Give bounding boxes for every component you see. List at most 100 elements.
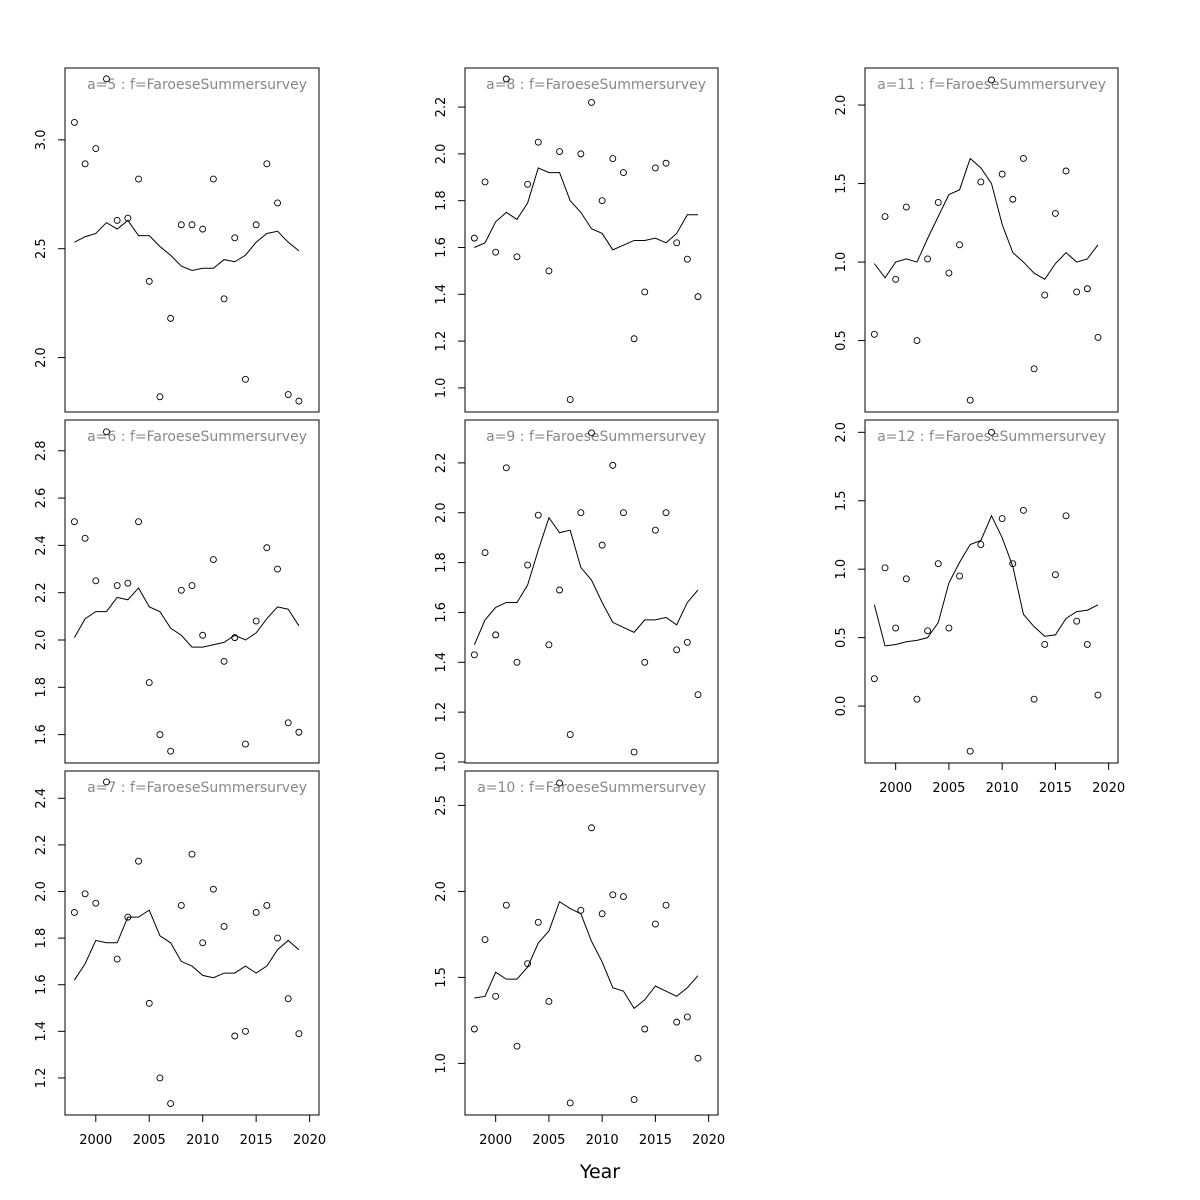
data-point: [502, 75, 510, 83]
data-point: [934, 198, 942, 206]
data-point: [566, 1099, 574, 1107]
data-point: [892, 275, 900, 283]
y-tick-label: 1.0: [434, 752, 449, 773]
data-point: [577, 509, 585, 517]
data-point: [220, 295, 228, 303]
y-tick-label: 1.2: [34, 1068, 49, 1089]
data-point: [1083, 641, 1091, 648]
fit-line: [473, 516, 699, 646]
data-point: [545, 267, 553, 275]
data-point: [295, 728, 303, 736]
data-point: [252, 221, 260, 229]
data-point: [619, 169, 627, 177]
data-point: [113, 216, 121, 224]
y-tick-label: 1.5: [834, 490, 849, 511]
data-point: [209, 556, 217, 564]
data-point: [113, 955, 121, 963]
data-point: [156, 393, 164, 401]
data-point: [609, 891, 617, 899]
data-point: [188, 850, 196, 858]
data-point: [1062, 167, 1070, 175]
data-point: [1041, 291, 1049, 299]
data-point: [892, 624, 900, 632]
data-point: [641, 658, 649, 666]
fit-line: [74, 219, 300, 272]
data-point: [284, 719, 292, 727]
data-point: [577, 150, 585, 158]
y-tick-label: 2.0: [34, 881, 49, 902]
panel-frame: [64, 770, 320, 1116]
data-point: [167, 314, 175, 322]
y-tick-label: 2.2: [434, 97, 449, 118]
y-tick-label: 1.0: [834, 252, 849, 273]
data-point: [945, 269, 953, 277]
data-point: [220, 657, 228, 665]
data-point: [492, 631, 500, 639]
data-point: [556, 586, 564, 594]
y-tick-label: 2.0: [834, 422, 849, 443]
data-point: [556, 148, 564, 155]
data-point: [673, 646, 681, 654]
x-tick-label: 2005: [532, 1133, 565, 1148]
data-point: [902, 203, 910, 211]
panel-title: a=10 : f=FaroeseSummersurvey: [477, 780, 706, 796]
data-point: [609, 155, 617, 163]
data-point: [295, 1030, 303, 1038]
data-point: [662, 509, 670, 517]
data-point: [694, 1054, 702, 1062]
data-point: [188, 582, 196, 590]
data-point: [524, 180, 532, 188]
data-point: [103, 75, 110, 83]
data-point: [492, 992, 500, 1000]
data-point: [145, 999, 153, 1007]
data-point: [145, 679, 153, 687]
data-point: [470, 234, 478, 242]
data-point: [1041, 641, 1049, 648]
y-tick-label: 0.5: [834, 330, 849, 351]
data-point: [177, 221, 185, 229]
data-point: [566, 396, 574, 404]
x-tick-label: 2010: [186, 1133, 219, 1148]
data-point: [263, 160, 271, 168]
x-axis-label: Year: [579, 1161, 620, 1183]
data-point: [1019, 154, 1027, 162]
data-point: [966, 396, 974, 404]
data-point: [167, 747, 175, 755]
data-point: [70, 909, 78, 916]
data-point: [1073, 288, 1081, 296]
data-point: [534, 511, 542, 519]
data-point: [92, 577, 100, 585]
data-point: [199, 939, 207, 947]
panel-frame: [464, 419, 719, 764]
y-tick-label: 1.8: [434, 190, 449, 211]
data-point: [598, 541, 606, 549]
data-point: [103, 778, 110, 786]
y-tick-label: 2.5: [434, 795, 449, 816]
data-point: [284, 391, 292, 399]
panel-title: a=9 : f=FaroeseSummersurvey: [486, 429, 706, 445]
y-tick-label: 2.8: [34, 440, 49, 461]
data-point: [651, 526, 659, 534]
y-tick-label: 1.0: [434, 378, 449, 399]
data-point: [1009, 195, 1017, 203]
data-point: [588, 824, 595, 832]
data-point: [92, 145, 100, 153]
data-point: [956, 241, 964, 249]
data-point: [630, 335, 638, 343]
y-tick-label: 2.4: [34, 535, 49, 556]
x-tick-label: 2020: [293, 1133, 326, 1148]
y-tick-label: 2.0: [834, 95, 849, 116]
panel-title: a=6 : f=FaroeseSummersurvey: [87, 429, 307, 445]
y-tick-label: 2.2: [34, 835, 49, 856]
data-point: [135, 175, 142, 183]
y-tick-label: 1.6: [34, 724, 49, 745]
x-tick-label: 2000: [479, 1133, 512, 1148]
data-point: [1051, 571, 1059, 579]
panel-frame: [864, 67, 1119, 413]
data-point: [977, 541, 985, 549]
data-point: [881, 564, 889, 572]
data-point: [274, 565, 281, 573]
data-point: [1030, 695, 1038, 703]
y-tick-label: 1.4: [34, 1021, 49, 1042]
